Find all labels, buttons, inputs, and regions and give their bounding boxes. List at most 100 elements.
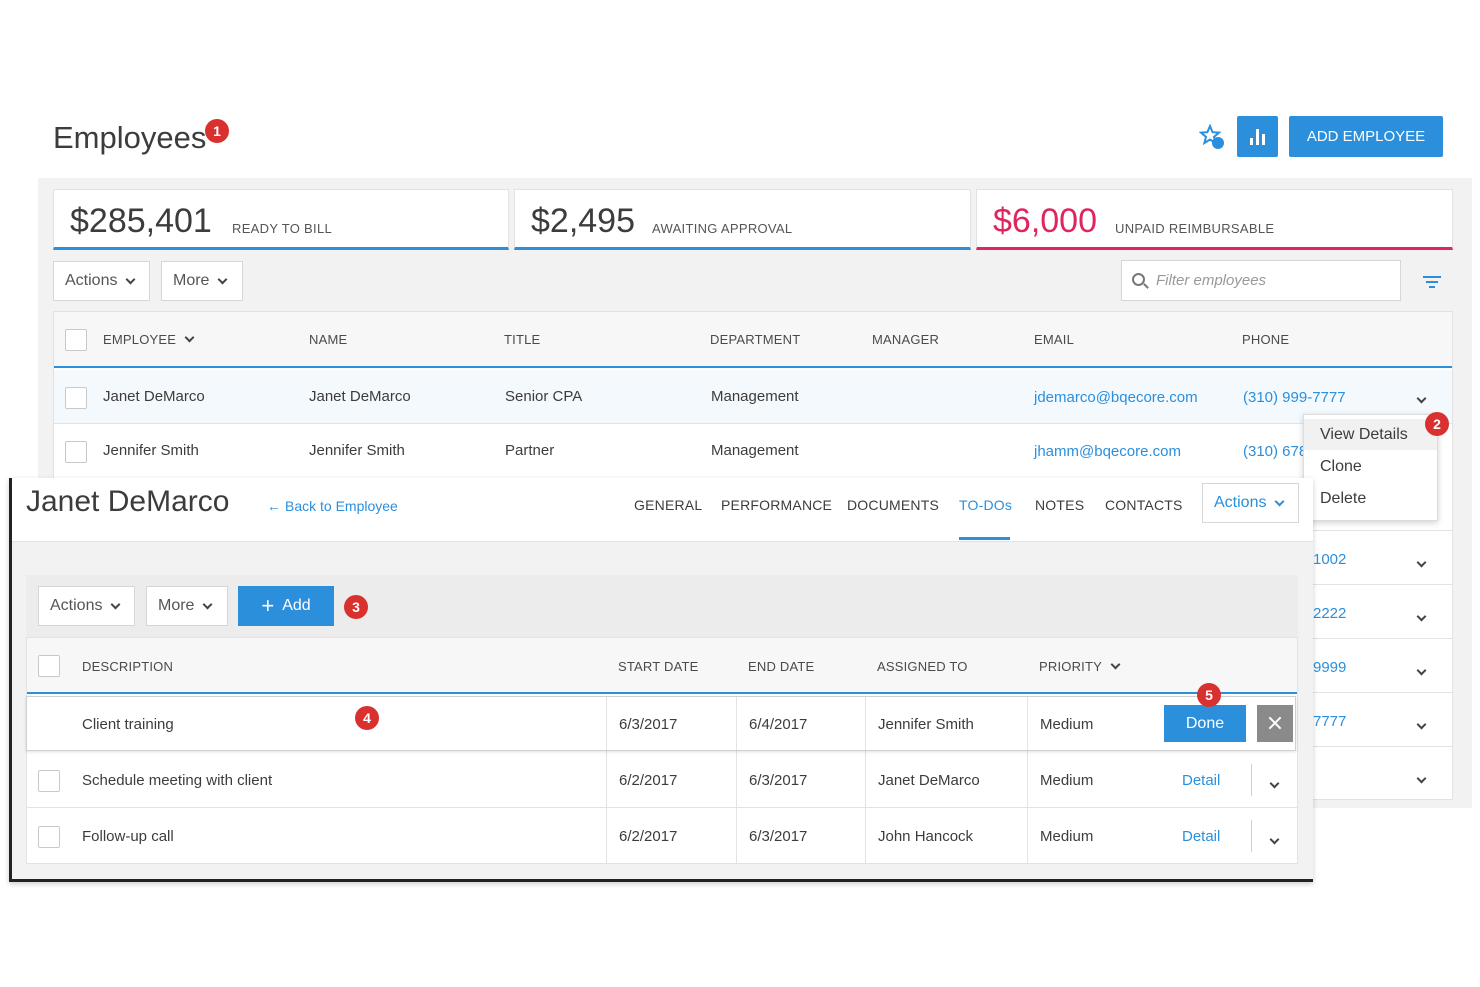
cell-phone-link[interactable]: (310) 678 <box>1243 443 1303 460</box>
menu-item-delete[interactable]: Delete <box>1320 490 1367 507</box>
cell-priority: Medium <box>1040 828 1094 845</box>
select-all-todos-checkbox[interactable] <box>38 655 60 677</box>
close-icon <box>1257 705 1293 742</box>
stat-value: $6,000 <box>993 202 1097 240</box>
column-header-title[interactable]: TITLE <box>504 332 541 347</box>
select-all-checkbox[interactable] <box>65 329 87 351</box>
tab-documents[interactable]: DOCUMENTS <box>847 497 940 513</box>
cell-email-link[interactable]: jhamm@bqecore.com <box>1034 443 1181 460</box>
bar-chart-icon <box>1237 116 1278 157</box>
detail-actions-dropdown[interactable]: Actions <box>1202 483 1299 523</box>
chevron-down-icon <box>1269 834 1280 845</box>
column-header-employee[interactable]: EMPLOYEE <box>103 332 195 347</box>
cell-title: Partner <box>505 442 555 459</box>
row-expand-chevron[interactable] <box>1269 830 1280 848</box>
done-button[interactable]: Done <box>1164 705 1246 742</box>
cell-end-date[interactable]: 6/4/2017 <box>749 716 808 733</box>
chevron-down-icon <box>184 332 195 343</box>
cell-employee: Jennifer Smith <box>103 442 199 459</box>
row-expand-chevron[interactable] <box>1416 769 1427 787</box>
cell-department: Management <box>711 442 799 459</box>
back-to-employee-link[interactable]: ← Back to Employee <box>267 498 398 514</box>
detail-link[interactable]: Detail <box>1182 828 1221 845</box>
favorite-icon[interactable] <box>1198 123 1227 152</box>
column-header-priority[interactable]: PRIORITY <box>1039 659 1121 674</box>
column-header-phone[interactable]: PHONE <box>1242 332 1290 347</box>
actions-dropdown[interactable]: Actions <box>53 261 150 301</box>
row-expand-chevron[interactable] <box>1416 607 1427 625</box>
stat-ready-to-bill: $285,401 READY TO BILL <box>53 189 509 250</box>
column-header-assigned-to[interactable]: ASSIGNED TO <box>877 659 968 674</box>
cell-phone-link[interactable]: (310) 999-7777 <box>1243 389 1346 406</box>
column-header-description[interactable]: DESCRIPTION <box>82 659 174 674</box>
chevron-down-icon <box>1416 665 1427 676</box>
column-header-end-date[interactable]: END DATE <box>748 659 815 674</box>
stat-value: $285,401 <box>70 202 212 240</box>
table-row-editing[interactable] <box>26 696 1296 751</box>
actions-label: Actions <box>50 597 103 614</box>
plus-icon: + <box>261 593 275 618</box>
tab-contacts[interactable]: CONTACTS <box>1105 497 1183 513</box>
row-checkbox[interactable] <box>38 826 60 848</box>
actions-label: Actions <box>1214 494 1267 511</box>
row-checkbox[interactable] <box>65 387 87 409</box>
column-header-start-date[interactable]: START DATE <box>618 659 699 674</box>
active-tab-indicator <box>959 537 1010 540</box>
row-expand-chevron[interactable] <box>1416 715 1427 733</box>
column-header-email[interactable]: EMAIL <box>1034 332 1075 347</box>
stat-label: READY TO BILL <box>232 221 333 236</box>
row-checkbox[interactable] <box>38 770 60 792</box>
partial-phone-link[interactable]: 2222 <box>1313 605 1347 622</box>
row-expand-chevron[interactable] <box>1416 553 1427 571</box>
row-expand-chevron[interactable] <box>1416 389 1427 407</box>
column-header-manager[interactable]: MANAGER <box>872 332 940 347</box>
filter-placeholder: Filter employees <box>1156 272 1267 289</box>
partial-phone-link[interactable]: 1002 <box>1313 551 1347 568</box>
partial-phone-link[interactable]: 7777 <box>1313 713 1347 730</box>
partial-phone-link[interactable]: 9999 <box>1313 659 1347 676</box>
cell-priority: Medium <box>1040 772 1094 789</box>
more-dropdown[interactable]: More <box>161 261 243 301</box>
add-employee-button[interactable]: ADD EMPLOYEE <box>1289 116 1443 157</box>
callout-badge-3: 3 <box>344 595 368 619</box>
more-label: More <box>158 597 195 614</box>
row-expand-chevron[interactable] <box>1416 661 1427 679</box>
tab-notes[interactable]: NOTES <box>1035 497 1085 513</box>
detail-title: Janet DeMarco <box>26 485 230 518</box>
chevron-down-icon <box>1416 719 1427 730</box>
cell-end-date: 6/3/2017 <box>749 772 808 789</box>
detail-link[interactable]: Detail <box>1182 772 1221 789</box>
chevron-down-icon <box>111 599 121 609</box>
cell-start-date: 6/2/2017 <box>619 828 678 845</box>
column-header-name[interactable]: NAME <box>309 332 348 347</box>
menu-item-view-details[interactable] <box>1304 419 1437 450</box>
chevron-down-icon <box>1416 773 1427 784</box>
menu-item-view-details-label[interactable]: View Details <box>1320 426 1408 443</box>
cell-priority[interactable]: Medium <box>1040 716 1094 733</box>
todos-actions-dropdown[interactable]: Actions <box>38 586 135 626</box>
column-header-department[interactable]: DEPARTMENT <box>710 332 801 347</box>
tab-general[interactable]: GENERAL <box>634 497 703 513</box>
cell-assigned-to[interactable]: Jennifer Smith <box>878 716 974 733</box>
more-label: More <box>173 272 210 289</box>
page-title: Employees <box>53 120 207 155</box>
filter-employees-input[interactable]: Filter employees <box>1121 260 1401 301</box>
chevron-down-icon <box>1110 659 1121 670</box>
row-checkbox[interactable] <box>65 441 87 463</box>
row-expand-chevron[interactable] <box>1269 774 1280 792</box>
table-row[interactable] <box>54 370 1452 423</box>
cell-start-date[interactable]: 6/3/2017 <box>619 716 678 733</box>
cancel-edit-button[interactable] <box>1257 705 1293 742</box>
cell-email-link[interactable]: jdemarco@bqecore.com <box>1034 389 1198 406</box>
callout-badge-5: 5 <box>1197 683 1221 707</box>
add-todo-button[interactable]: + Add <box>238 586 334 626</box>
tab-todos[interactable]: TO-DOs <box>959 497 1013 513</box>
chevron-down-icon <box>1416 393 1427 404</box>
cell-description[interactable]: Client training <box>82 716 174 733</box>
filter-icon[interactable] <box>1423 276 1441 290</box>
todos-more-dropdown[interactable]: More <box>146 586 228 626</box>
chart-button[interactable] <box>1237 116 1278 157</box>
tab-performance[interactable]: PERFORMANCE <box>721 497 833 513</box>
menu-item-clone[interactable]: Clone <box>1320 458 1362 475</box>
divider <box>12 541 1313 542</box>
